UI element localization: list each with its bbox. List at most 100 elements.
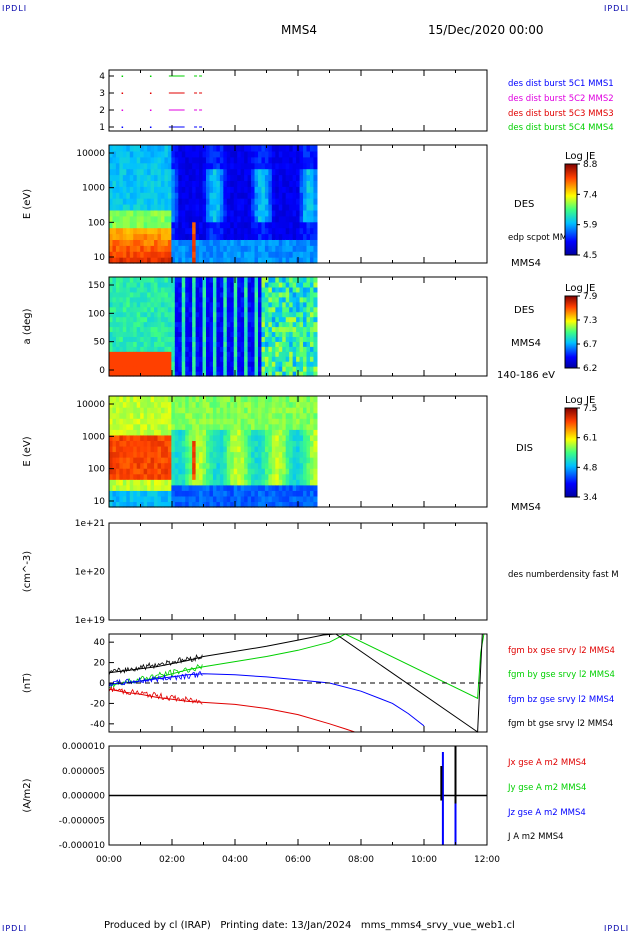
spectrogram-cell [167,277,172,283]
spectrogram-cell [126,239,131,246]
spectrogram-cell [309,145,315,152]
spectrogram-cell [143,204,148,211]
colorbar-tick-label: 5.9 [583,221,598,231]
spectrogram-cell [230,484,235,491]
spectrogram-cell [140,277,145,283]
spectrogram-cell [192,306,197,313]
spectrogram-cell [268,434,273,441]
spectrogram-cell [212,192,218,199]
spectrogram-cell [109,341,114,347]
spectrogram-cell [261,371,266,377]
spectrogram-cell [299,401,304,408]
spectrogram-cell [254,473,259,480]
spectrogram-cell [223,209,228,217]
spectrogram-cell [206,451,211,458]
spectrogram-cell [247,204,252,211]
spectrogram-cell [212,227,218,235]
spectrogram-cell [154,346,159,352]
spectrogram-cell [292,291,297,298]
spectrogram-cell [195,326,200,333]
spectrogram-cell [140,434,145,441]
spectrogram-cell [309,336,315,342]
spectrogram-cell [202,462,207,469]
spectrogram-cell [178,306,183,313]
spectrogram-cell [185,245,190,252]
spectrogram-cell [258,346,263,352]
spectrogram-cell [188,277,193,283]
spectrogram-cell [240,251,245,258]
spectrogram-cell [258,331,263,337]
spectrogram-cell [237,341,242,347]
spectrogram-cell [174,495,179,503]
spectrogram-cell [275,418,280,425]
spectrogram-cell [209,440,214,447]
spectrogram-cell [181,396,186,403]
spectrogram-cell [216,306,221,313]
spectrogram-cell [164,239,169,246]
spectrogram-cell [143,180,148,187]
spectrogram-cell [140,316,145,323]
spectrogram-cell [261,227,266,235]
spectrogram-cell [129,186,134,193]
spectrogram-cell [167,336,172,342]
spectrogram-cell [150,281,155,288]
spectrogram-cell [160,501,166,508]
spectrogram-cell [309,156,315,164]
spectrogram-cell [115,209,120,217]
spectrogram-cell [223,227,228,235]
spectrogram-cell [202,281,207,288]
spectrogram-cell [206,198,211,205]
spectrogram-cell [240,412,245,419]
spectrogram-cell [285,501,290,508]
spectrogram-cell [206,316,211,323]
spectrogram-cell [174,407,179,414]
spectrogram-cell [188,495,193,503]
spectrogram-cell [199,412,204,419]
spectrogram-cell [216,198,221,205]
spectrogram-cell [188,233,193,240]
spectrogram-cell [195,468,200,475]
spectrogram-cell [216,145,221,152]
spectrogram-cell [154,336,159,342]
spectrogram-cell [278,341,283,347]
spectrogram-cell [264,412,269,419]
spectrogram-cell [289,198,294,205]
spectrogram-cell [174,418,179,425]
spectrogram-cell [306,251,311,258]
spectrogram-cell [233,251,238,258]
spectrogram-cell [154,257,159,264]
spectrogram-cell [268,180,273,187]
spectrogram-cell [147,479,152,486]
spectrogram-cell [174,162,179,170]
spectrogram-cell [275,192,280,199]
spectrogram-cell [275,473,280,480]
spectrogram-cell [178,286,183,293]
spectrogram-cell [140,174,145,181]
spectrogram-cell [216,326,221,333]
spectrogram-cell [254,204,259,211]
spectrogram-cell [192,174,197,181]
spectrogram-cell [282,412,287,419]
spectrogram-cell [226,484,231,491]
spectrogram-cell [164,346,169,352]
spectrogram-cell [188,361,193,367]
spectrogram-cell [133,331,138,337]
spectrogram-cell [171,473,176,480]
spectrogram-cell [230,407,235,414]
spectrogram-cell [275,296,280,303]
spectrogram-cell [192,311,197,318]
spectrogram-cell [147,351,152,357]
spectrogram-cell [296,336,301,342]
spectrogram-cell [188,356,193,362]
spectrogram-cell [233,150,238,158]
spectrogram-cell [140,156,145,164]
spectrogram-cell [282,306,287,313]
spectrogram-cell [278,257,283,264]
spectrogram-cell [112,434,117,441]
spectrogram-cell [271,186,276,193]
spectrogram-cell [282,326,287,333]
spectrogram-cell [251,192,256,199]
spectrogram-cell [240,457,245,464]
colorbar-tick-label: 4.5 [583,251,597,261]
spectrogram-cell [251,407,256,414]
